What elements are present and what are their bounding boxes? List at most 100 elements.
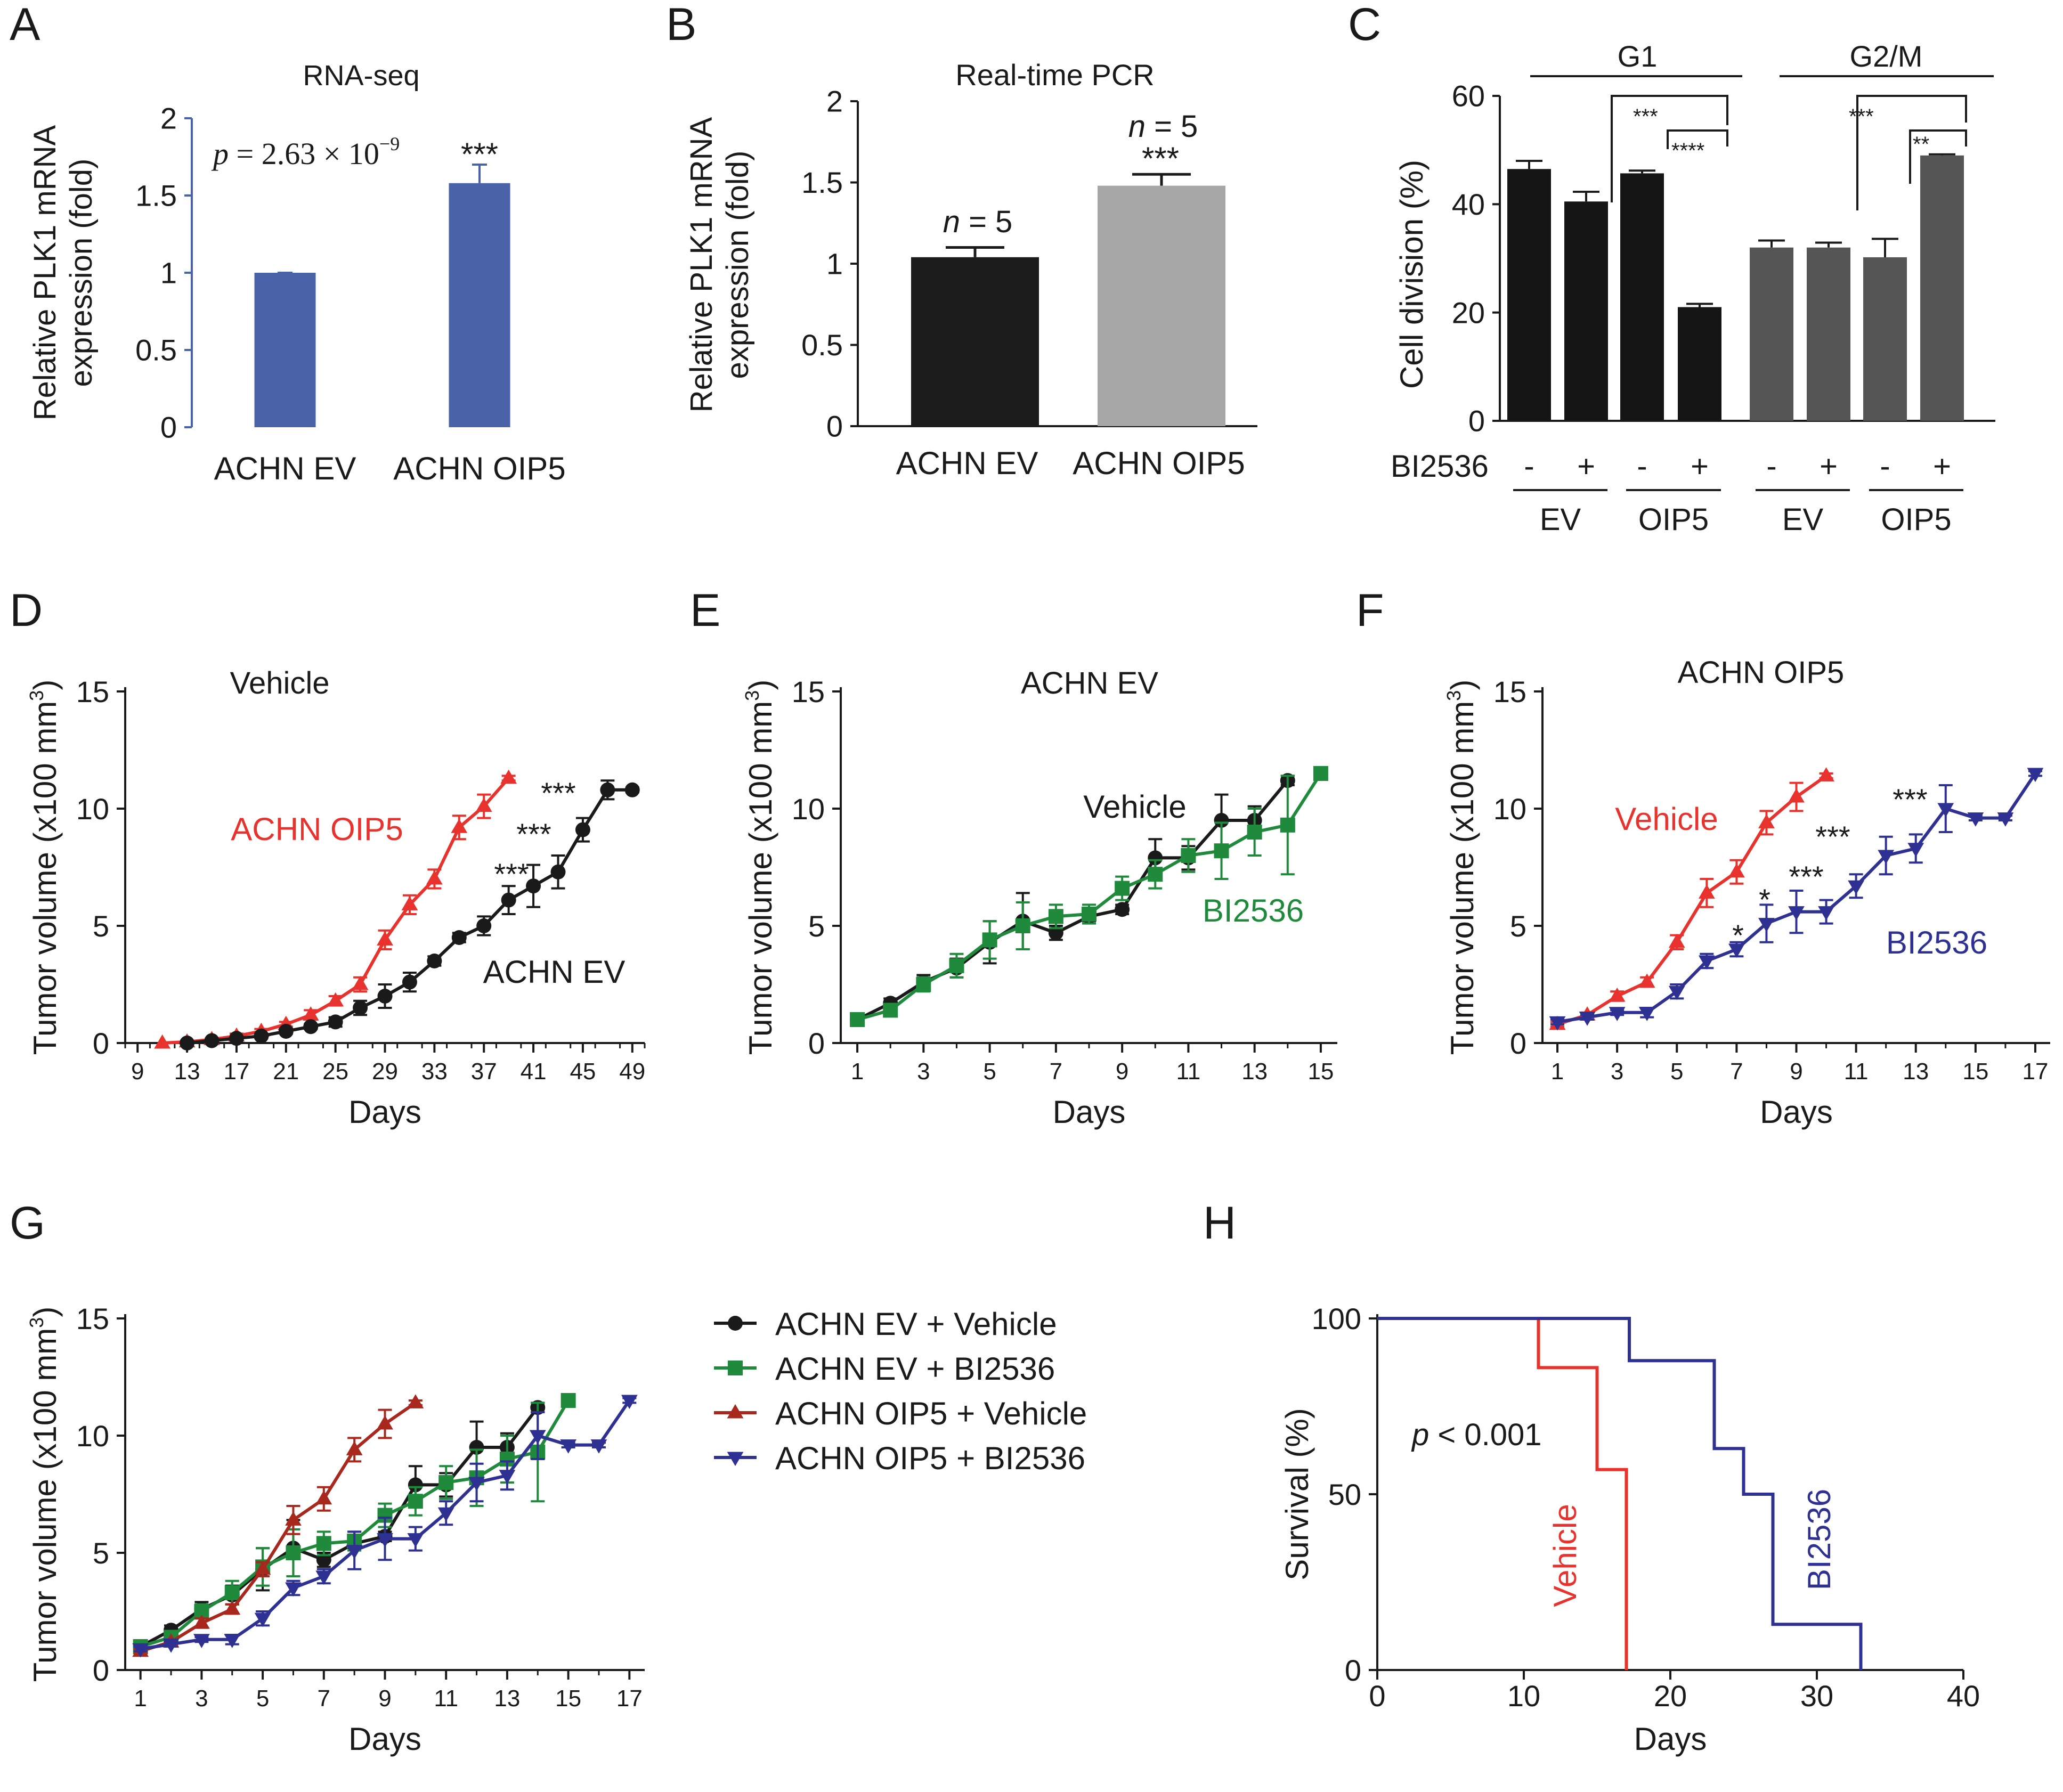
panel-b-n-ev: n = 5 bbox=[943, 205, 1013, 239]
panel-g-ylabel: Tumor volume (x100 mm3) bbox=[26, 1307, 63, 1682]
legend-label: ACHN OIP5 + BI2536 bbox=[775, 1440, 1085, 1476]
panel-d-series-1 bbox=[180, 779, 640, 1050]
panel-c-cellline-lines: EV OIP5 EV OIP5 bbox=[1513, 489, 1963, 537]
panel-c-sign: + bbox=[1691, 449, 1709, 484]
panel-c-cellline-label: OIP5 bbox=[1881, 502, 1951, 537]
panel-c-sign: + bbox=[1577, 449, 1595, 484]
panel-h: 0 50 100 0 10 20 30 40 Days Survival (%) p < 0.00… bbox=[1279, 1302, 1980, 1757]
panel-c-cellline-label: EV bbox=[1540, 502, 1581, 537]
panel-g-point bbox=[193, 1634, 210, 1648]
panel-h-ytick-label: 50 bbox=[1328, 1478, 1361, 1511]
panel-d-point bbox=[550, 864, 566, 879]
panel-f-point bbox=[1758, 814, 1775, 828]
panel-h-p-value: p < 0.001 bbox=[1411, 1418, 1542, 1452]
panel-d-point bbox=[377, 989, 393, 1004]
panel-c-cellline-label: EV bbox=[1782, 502, 1824, 537]
panel-letter-d: D bbox=[10, 585, 43, 636]
panel-c-cellline-label: OIP5 bbox=[1638, 502, 1709, 537]
panel-e-xtick-label: 3 bbox=[917, 1058, 930, 1085]
panel-d: Vehicle 0 5 10 15 9 13 17 21 25 29 33 37 41 45 49 Days T… bbox=[26, 666, 646, 1130]
panel-c-ylabel: Cell division (%) bbox=[1394, 160, 1430, 389]
panel-e-xtick-label: 1 bbox=[851, 1058, 864, 1085]
panel-g-point bbox=[438, 1475, 454, 1490]
panel-f-ytick-label: 0 bbox=[1510, 1027, 1526, 1060]
panel-letter-a: A bbox=[10, 0, 40, 50]
panel-e-ytick-label: 0 bbox=[808, 1027, 825, 1060]
panel-b-ytick-label: 0 bbox=[826, 410, 843, 443]
panel-c-bar bbox=[1920, 155, 1964, 421]
panel-c-bar bbox=[1678, 307, 1721, 421]
panel-f-point bbox=[1758, 918, 1775, 932]
panel-b-n-ev-label: n bbox=[943, 205, 960, 239]
panel-g-point bbox=[285, 1582, 302, 1597]
panel-a: RNA-seq Relative PLK1 mRNA expression (f… bbox=[28, 60, 566, 486]
panel-g-xtick-label: 13 bbox=[494, 1685, 520, 1712]
panel-f-stat-1: *** bbox=[1893, 783, 1927, 816]
panel-c-bracket-g2m-inner bbox=[1909, 129, 1967, 184]
panel-b-bar bbox=[1098, 185, 1225, 426]
panel-h-ylabel: Survival (%) bbox=[1279, 1408, 1315, 1580]
panel-d-xtick-label: 33 bbox=[421, 1058, 448, 1085]
panel-f-point bbox=[1997, 812, 2014, 827]
panel-a-ytick-label: 1.5 bbox=[135, 179, 177, 213]
panel-b-ytick-label: 1.5 bbox=[801, 166, 843, 199]
panel-g-point bbox=[315, 1490, 332, 1505]
legend-marker bbox=[728, 1316, 743, 1331]
panel-d-ylabel: Tumor volume (x100 mm3) bbox=[26, 680, 63, 1055]
panel-h-label-bi2536: BI2536 bbox=[1801, 1489, 1837, 1590]
panel-f-point bbox=[1937, 803, 1954, 818]
panel-f-ytick-label: 10 bbox=[1493, 792, 1526, 826]
panel-g-point bbox=[193, 1614, 210, 1629]
panel-f-stat-3: *** bbox=[1789, 860, 1823, 893]
panel-e-xtick-label: 5 bbox=[983, 1058, 996, 1085]
panel-f-point bbox=[1848, 880, 1865, 895]
panel-g-ytick-label: 5 bbox=[93, 1536, 109, 1570]
panel-d-point bbox=[328, 1014, 343, 1030]
legend-label: ACHN OIP5 + Vehicle bbox=[775, 1396, 1087, 1431]
panel-letter-h: H bbox=[1203, 1198, 1236, 1249]
panel-g-xtick-label: 1 bbox=[134, 1685, 147, 1712]
panel-b-ylabel-line2: expression (fold) bbox=[720, 151, 755, 379]
panel-a-xtick-oip5: ACHN OIP5 bbox=[393, 451, 565, 486]
panel-b-n-oip5-expr: = 5 bbox=[1146, 109, 1198, 144]
panel-f-xtick-label: 13 bbox=[1903, 1058, 1929, 1085]
panel-g-point bbox=[621, 1395, 638, 1410]
panel-b-xtick-ev: ACHN EV bbox=[896, 445, 1038, 481]
panel-c-sign: - bbox=[1880, 449, 1890, 484]
panel-b-n-oip5-label: n bbox=[1128, 109, 1146, 144]
panel-f-xlabel: Days bbox=[1760, 1094, 1833, 1130]
panel-f-point bbox=[1967, 812, 1984, 827]
panel-d-point bbox=[180, 1036, 195, 1050]
panel-d-point bbox=[353, 1000, 368, 1015]
panel-g-point bbox=[408, 1494, 423, 1509]
panel-g-point bbox=[499, 1470, 516, 1484]
panel-g-legend: ACHN EV + Vehicle ACHN EV + BI2536 ACHN OI… bbox=[714, 1306, 1087, 1476]
panel-b-xtick-oip5: ACHN OIP5 bbox=[1073, 445, 1245, 481]
panel-d-point bbox=[377, 931, 393, 946]
panel-d-point bbox=[204, 1033, 220, 1048]
panel-b-ytick-label: 0.5 bbox=[801, 328, 843, 362]
panel-g-point bbox=[286, 1545, 301, 1560]
panel-c-bar bbox=[1807, 247, 1850, 421]
panel-e-ytick-label: 5 bbox=[808, 909, 825, 943]
panel-g-point bbox=[560, 1439, 577, 1454]
panel-c-sign: - bbox=[1524, 449, 1534, 484]
panel-d-xtick-label: 17 bbox=[223, 1058, 249, 1085]
panel-a-title: RNA-seq bbox=[303, 60, 419, 92]
panel-g-point bbox=[561, 1393, 576, 1408]
panel-a-ytick-label: 1 bbox=[160, 256, 177, 290]
panel-c-sign: + bbox=[1820, 449, 1838, 484]
panel-d-point bbox=[302, 1006, 319, 1021]
panel-c-sign: - bbox=[1637, 449, 1647, 484]
panel-d-point bbox=[402, 974, 417, 990]
panel-g-point bbox=[469, 1440, 484, 1455]
panel-d-point bbox=[154, 1034, 171, 1049]
panel-a-ylabel-line2: expression (fold) bbox=[64, 159, 99, 387]
panel-d-point bbox=[475, 797, 492, 812]
panel-d-ytick-label: 5 bbox=[93, 909, 109, 943]
panel-h-p-expr: < 0.001 bbox=[1429, 1418, 1541, 1452]
panel-e-point bbox=[1115, 902, 1130, 917]
panel-b-bars bbox=[911, 173, 1225, 426]
panel-f-ylabel-sup: 3 bbox=[1443, 690, 1465, 701]
